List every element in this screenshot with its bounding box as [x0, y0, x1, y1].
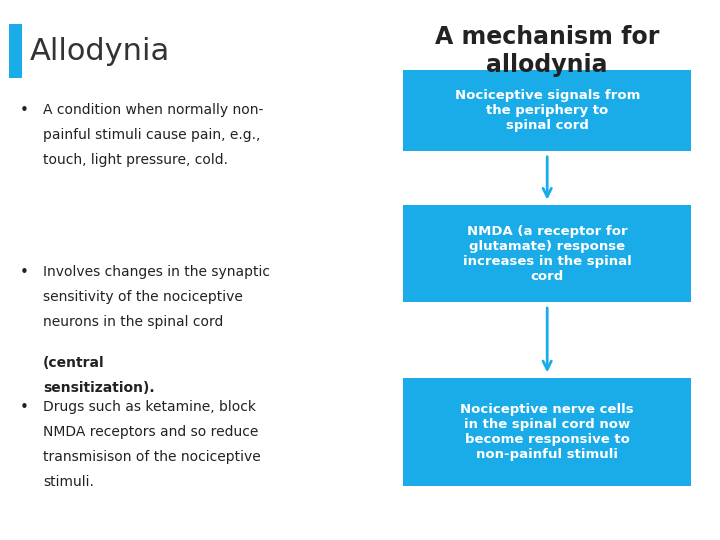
Text: (central
sensitization).: (central sensitization). — [43, 356, 155, 395]
FancyBboxPatch shape — [403, 378, 691, 486]
Text: Allodynia: Allodynia — [30, 37, 171, 66]
Text: Involves changes in the synaptic
sensitivity of the nociceptive
neurons in the s: Involves changes in the synaptic sensiti… — [43, 265, 270, 329]
Text: Drugs such as ketamine, block
NMDA receptors and so reduce
transmisison of the n: Drugs such as ketamine, block NMDA recep… — [43, 400, 261, 489]
Text: •: • — [20, 103, 29, 118]
Text: A condition when normally non-
painful stimuli cause pain, e.g.,
touch, light pr: A condition when normally non- painful s… — [43, 103, 264, 167]
Text: Nociceptive signals from
the periphery to
spinal cord: Nociceptive signals from the periphery t… — [454, 89, 640, 132]
Text: •: • — [20, 400, 29, 415]
Text: Nociceptive nerve cells
in the spinal cord now
become responsive to
non-painful : Nociceptive nerve cells in the spinal co… — [460, 403, 634, 461]
FancyBboxPatch shape — [403, 205, 691, 302]
Text: A mechanism for
allodynia: A mechanism for allodynia — [435, 25, 660, 77]
Text: NMDA (a receptor for
glutamate) response
increases in the spinal
cord: NMDA (a receptor for glutamate) response… — [463, 225, 631, 283]
Bar — [9, 24, 22, 78]
FancyBboxPatch shape — [403, 70, 691, 151]
Text: •: • — [20, 265, 29, 280]
